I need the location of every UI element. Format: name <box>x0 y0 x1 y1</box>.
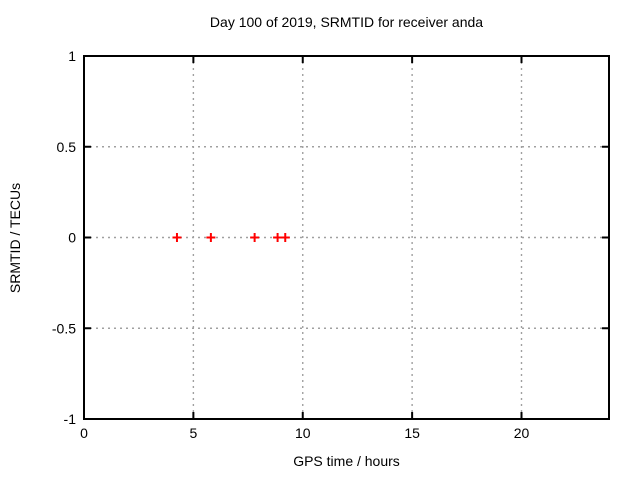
x-tick-label: 15 <box>404 425 420 441</box>
y-tick-label: -1 <box>64 411 77 427</box>
y-tick-label: 0 <box>68 230 76 246</box>
y-tick-label: 0.5 <box>57 139 77 155</box>
x-tick-label: 0 <box>80 425 88 441</box>
x-tick-label: 20 <box>514 425 530 441</box>
x-tick-label: 10 <box>295 425 311 441</box>
y-tick-label: 1 <box>68 48 76 64</box>
x-tick-label: 5 <box>189 425 197 441</box>
chart-title: Day 100 of 2019, SRMTID for receiver and… <box>209 14 484 30</box>
y-tick-label: -0.5 <box>52 320 76 336</box>
x-axis-label: GPS time / hours <box>293 453 400 469</box>
